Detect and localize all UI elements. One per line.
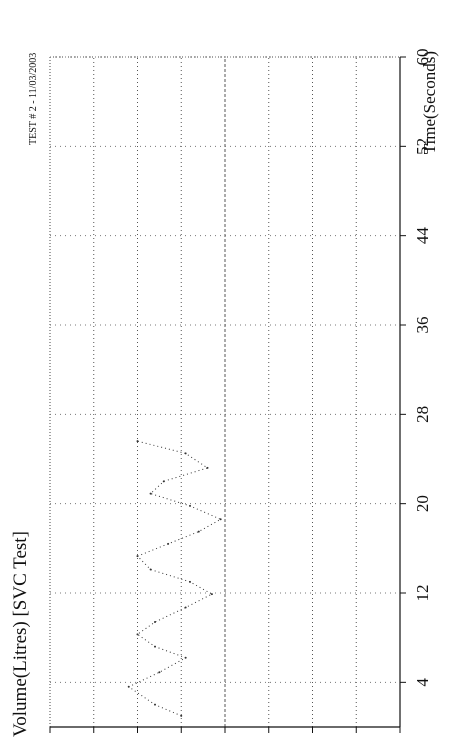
data-point [127,685,130,688]
x-tick-label: 60 [413,49,432,66]
data-point [184,452,187,455]
data-point [206,466,209,469]
x-axis: 4 12 20 28 36 44 52 60 [399,49,432,727]
data-point [189,504,191,507]
x-tick-label: 52 [413,138,432,155]
data-point [210,593,213,596]
x-tick-label: 44 [413,227,432,245]
data-point [167,542,170,545]
gridlines [49,56,400,727]
chart-title: Volume(Litres) [SVC Test] [10,531,31,737]
data-point [149,568,152,571]
data-point [154,703,156,706]
data-point [184,656,187,659]
data-point [136,555,139,558]
x-tick-label: 20 [413,495,432,512]
test-stamp: TEST # 2 - 11/03/2003 [28,53,39,145]
data-point [149,492,152,495]
data-point [154,645,156,648]
data-point [189,580,191,583]
y-axis: 43210-1-2-3-4 [41,726,410,737]
data-point [136,633,139,636]
x-tick-label: 4 [413,678,432,687]
series-line [127,440,222,717]
x-tick-label: 28 [413,406,432,423]
x-tick-label: 36 [413,317,432,334]
data-point [154,621,156,624]
x-axis-label: Time(Seconds) [420,51,439,154]
data-point [219,518,222,521]
data-point [136,440,139,443]
x-tick-label: 12 [413,585,432,602]
data-point [184,606,187,609]
data-point [180,714,183,717]
data-point [158,671,161,674]
data-point [162,480,165,483]
data-point [197,530,200,533]
series-layer [127,440,222,717]
